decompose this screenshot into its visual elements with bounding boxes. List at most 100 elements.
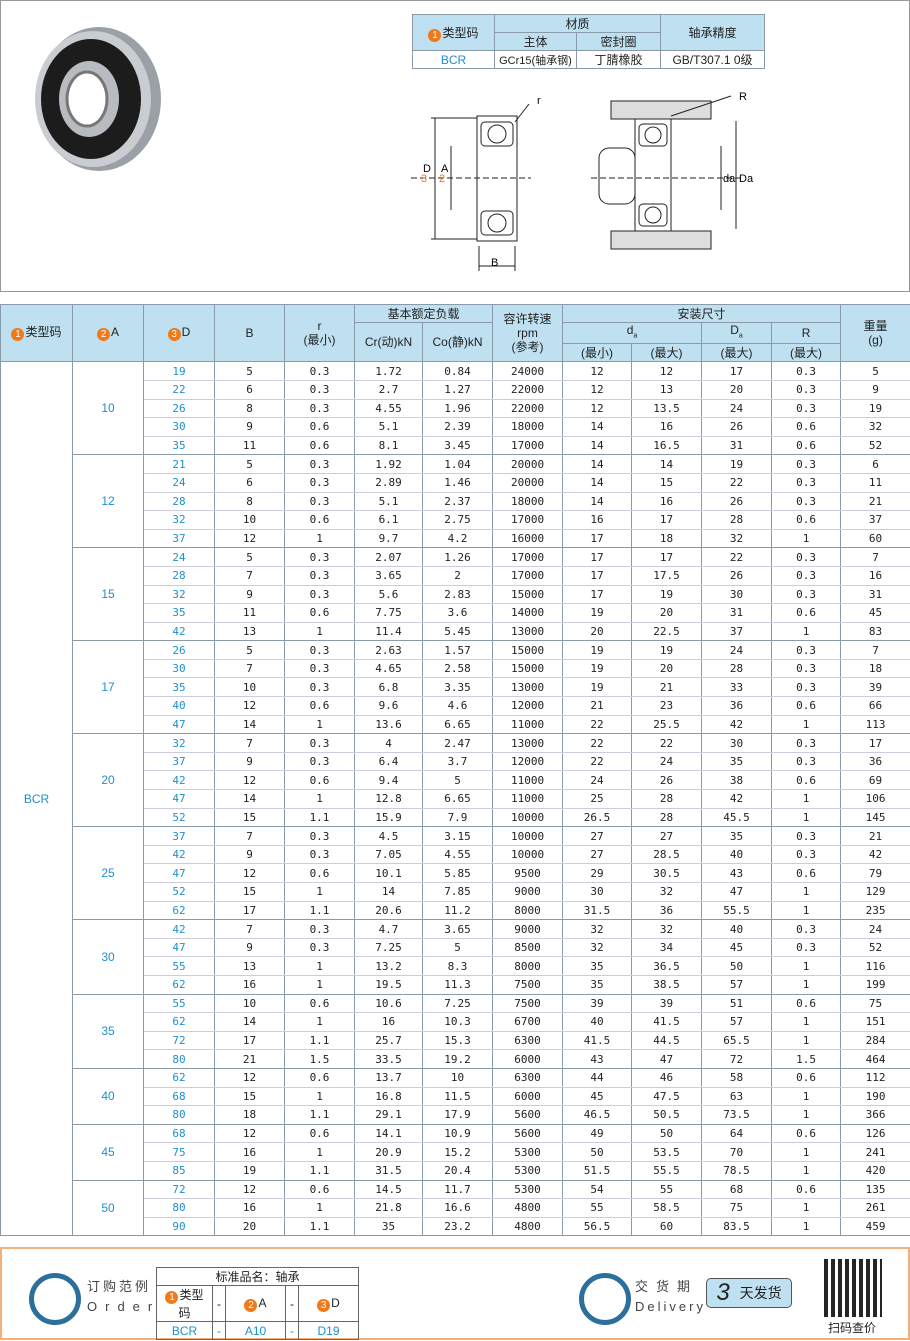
cell-r: 0.3 bbox=[284, 659, 355, 679]
cell-r: 1 bbox=[284, 529, 355, 549]
cell-r: 0.6 bbox=[284, 1068, 355, 1088]
cell-R-max: 1 bbox=[771, 1198, 842, 1218]
cell-co: 4.6 bbox=[421, 696, 494, 716]
badge-2: 2 bbox=[439, 173, 445, 185]
cell-r: 0.6 bbox=[284, 770, 355, 791]
cell-Da-max: 33 bbox=[701, 677, 773, 698]
cell-cr: 5.1 bbox=[354, 417, 423, 437]
cell-r: 1 bbox=[284, 789, 355, 809]
cell-da-max: 23 bbox=[631, 696, 703, 716]
cell-rpm: 6300 bbox=[492, 1031, 564, 1051]
cell-Da-max: 70 bbox=[701, 1142, 773, 1162]
cell-D: 85 bbox=[143, 1161, 215, 1181]
th-weight: 重量 (g) bbox=[840, 303, 910, 363]
cell-r: 1.1 bbox=[284, 1217, 355, 1237]
cell-R-max: 1 bbox=[771, 975, 842, 995]
cell-cr: 29.1 bbox=[354, 1105, 423, 1125]
cell-rpm: 7500 bbox=[492, 994, 564, 1014]
cell-r: 0.3 bbox=[284, 585, 355, 605]
cell-B: 7 bbox=[214, 826, 285, 846]
table-row: 47 12 0.6 10.1 5.85 9500 29 30.5 43 0.6 79 bbox=[1, 863, 910, 884]
cell-D: 42 bbox=[143, 770, 215, 791]
cell-da-max: 50 bbox=[631, 1124, 703, 1144]
cell-r: 0.3 bbox=[284, 473, 355, 493]
A-cell: 20 bbox=[72, 733, 144, 828]
type-header: 1 类型码 bbox=[412, 14, 495, 51]
cell-da-min: 16 bbox=[562, 510, 633, 530]
table-row: 40 62 12 0.6 13.7 10 6300 44 46 58 0.6 112 bbox=[1, 1068, 910, 1125]
cell-R-max: 1 bbox=[771, 882, 842, 902]
cell-da-max: 17 bbox=[631, 510, 703, 530]
cell-rpm: 11000 bbox=[492, 770, 564, 791]
cell-co: 2.37 bbox=[421, 492, 494, 512]
cell-rpm: 13000 bbox=[492, 677, 564, 698]
cell-rpm: 22000 bbox=[492, 380, 564, 400]
cell-B: 16 bbox=[214, 1198, 285, 1218]
cell-rpm: 17000 bbox=[492, 436, 564, 456]
cell-co: 1.26 bbox=[421, 547, 494, 567]
cell-D: 55 bbox=[143, 956, 215, 976]
table-row: 40 12 0.6 9.6 4.6 12000 21 23 36 0.6 66 bbox=[1, 696, 910, 716]
cell-Da-max: 57 bbox=[701, 1012, 773, 1032]
table-row: 17 26 5 0.3 2.63 1.57 15000 19 19 24 0.3 7 bbox=[1, 640, 910, 735]
cell-da-max: 13 bbox=[631, 380, 703, 400]
bearing-dimension-diagram: r R 3D 2A B da Da bbox=[411, 91, 754, 271]
table-row: 47 14 1 12.8 6.65 11000 25 28 42 1 106 bbox=[1, 789, 910, 809]
cell-rpm: 18000 bbox=[492, 417, 564, 437]
cell-R-max: 1 bbox=[771, 1031, 842, 1051]
cell-r: 1.5 bbox=[284, 1049, 355, 1069]
cell-Da-max: 75 bbox=[701, 1198, 773, 1218]
cell-co: 5.45 bbox=[421, 622, 494, 642]
precision-header: 轴承精度 bbox=[660, 14, 765, 51]
delivery-box-icon bbox=[579, 1273, 631, 1325]
cell-R-max: 0.3 bbox=[771, 845, 842, 865]
cell-r: 0.6 bbox=[284, 994, 355, 1014]
cell-B: 9 bbox=[214, 845, 285, 865]
cell-da-max: 50.5 bbox=[631, 1105, 703, 1125]
cell-Da-max: 37 bbox=[701, 622, 773, 642]
cell-da-min: 51.5 bbox=[562, 1161, 633, 1181]
cell-weight: 112 bbox=[840, 1068, 910, 1088]
cell-weight: 17 bbox=[840, 733, 910, 753]
cell-da-min: 30 bbox=[562, 882, 633, 902]
cell-rpm: 8000 bbox=[492, 901, 564, 921]
th-load: 基本额定负载 bbox=[353, 304, 494, 323]
cell-cr: 14.1 bbox=[354, 1124, 423, 1144]
cell-r: 1 bbox=[284, 1198, 355, 1218]
th-da-min: (最小) bbox=[562, 343, 633, 363]
cell-D: 52 bbox=[143, 808, 215, 828]
cell-r: 0.3 bbox=[284, 566, 355, 586]
cell-rpm: 5300 bbox=[492, 1161, 564, 1181]
cell-cr: 13.2 bbox=[354, 956, 423, 976]
cell-r: 1.1 bbox=[284, 1105, 355, 1125]
cell-Da-max: 35 bbox=[701, 826, 773, 846]
cell-weight: 79 bbox=[840, 863, 910, 884]
cell-weight: 126 bbox=[840, 1124, 910, 1144]
cell-B: 12 bbox=[214, 529, 285, 549]
cell-da-min: 12 bbox=[562, 399, 633, 419]
cell-Da-max: 31 bbox=[701, 603, 773, 623]
table-row: 75 16 1 20.9 15.2 5300 50 53.5 70 1 241 bbox=[1, 1142, 910, 1162]
cell-R-max: 0.6 bbox=[771, 863, 842, 884]
cell-D: 47 bbox=[143, 789, 215, 809]
da-label: da bbox=[723, 173, 736, 185]
cell-r: 0.6 bbox=[284, 603, 355, 623]
cell-weight: 420 bbox=[840, 1161, 910, 1181]
cell-r: 0.3 bbox=[284, 919, 355, 939]
cell-D: 35 bbox=[143, 677, 215, 698]
cell-weight: 37 bbox=[840, 510, 910, 530]
cell-co: 5.85 bbox=[421, 863, 494, 884]
cell-R-max: 0.6 bbox=[771, 1068, 842, 1088]
cell-da-max: 39 bbox=[631, 994, 703, 1014]
type-code-cell: BCR bbox=[0, 361, 73, 1237]
cell-B: 12 bbox=[214, 1068, 285, 1088]
cell-co: 8.3 bbox=[421, 956, 494, 976]
cell-Da-max: 58 bbox=[701, 1068, 773, 1088]
cell-R-max: 1 bbox=[771, 1161, 842, 1181]
qr-code[interactable] bbox=[824, 1259, 882, 1317]
cell-cr: 14.5 bbox=[354, 1180, 423, 1200]
table-row: 68 15 1 16.8 11.5 6000 45 47.5 63 1 190 bbox=[1, 1087, 910, 1107]
cell-B: 5 bbox=[214, 640, 285, 660]
cell-da-min: 19 bbox=[562, 640, 633, 660]
cell-weight: 151 bbox=[840, 1012, 910, 1032]
